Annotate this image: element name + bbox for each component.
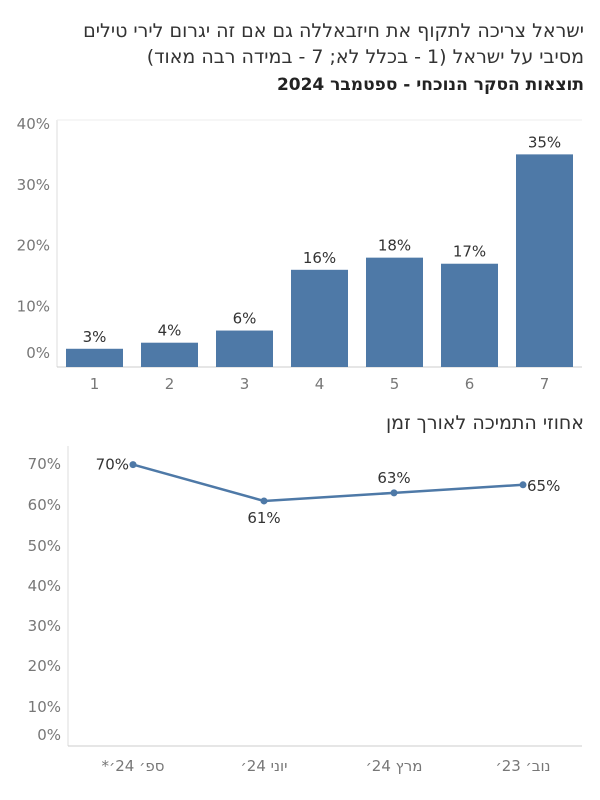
bar-x-tick-label: 3 [240, 375, 250, 393]
line-y-tick-label: 60% [28, 496, 61, 514]
chart-title-line-2: מסיבי על ישראל (1 - בכלל לא; 7 - במידה ר… [146, 46, 584, 68]
line-x-tick-label: מרץ 24׳ [366, 757, 423, 775]
bar-value-label: 6% [233, 310, 257, 328]
bar-value-label: 18% [378, 237, 411, 255]
line-y-tick-label: 70% [28, 455, 61, 473]
chart-title-line-1: ישראל צריכה לתקוף את חיזבאללה גם אם זה י… [83, 20, 584, 42]
bar [216, 330, 273, 367]
line-y-tick-label: 20% [28, 657, 61, 675]
bar [441, 263, 498, 367]
line-chart: 0% 10% 20% 30% 40% 50% 60% 70% 70% ספ׳ 24׳* 61% יונ… [28, 446, 582, 775]
bar-y-tick-label: 20% [17, 237, 50, 255]
bar [366, 257, 423, 367]
chart-header: ישראל צריכה לתקוף את חיזבאללה גם אם זה י… [14, 18, 584, 98]
bar-value-label: 3% [83, 328, 107, 346]
line-x-tick-label: נוב׳ 23׳ [495, 757, 550, 775]
bar-y-tick-label: 10% [17, 297, 50, 315]
line-chart-title: אחוזי התמיכה לאורך זמן [385, 412, 584, 434]
line-y-tick-label: 50% [28, 537, 61, 555]
line-point [260, 497, 268, 505]
bar-x-tick-label: 5 [390, 375, 400, 393]
line-value-label: 65% [527, 477, 560, 495]
bar-chart: 0% 10% 20% 30% 40% 3% 1 4% 2 6% 3 16% 4 18% 5 17% 6 35% 7 [17, 115, 582, 393]
line-series [132, 463, 524, 503]
bar-value-label: 35% [528, 133, 561, 151]
chart-subtitle: תוצאות הסקר הנוכחי - ספטמבר 2024 [276, 75, 584, 95]
line-x-tick-label: ספ׳ 24׳* [102, 757, 165, 775]
bar [291, 269, 348, 367]
line-point [390, 489, 398, 497]
line-y-tick-label: 0% [37, 726, 61, 744]
bar-x-tick-label: 7 [540, 375, 550, 393]
bar-y-tick-label: 40% [17, 115, 50, 133]
bar-x-tick-label: 6 [465, 375, 475, 393]
bar-x-tick-label: 1 [90, 375, 100, 393]
bar [516, 154, 573, 367]
line-y-tick-label: 30% [28, 617, 61, 635]
line-value-label: 63% [377, 469, 410, 487]
bar [141, 342, 198, 367]
line-point [129, 461, 137, 469]
line-value-label: 61% [247, 509, 280, 527]
bar-y-tick-label: 0% [26, 344, 50, 362]
bar-y-tick-label: 30% [17, 176, 50, 194]
line-y-tick-label: 40% [28, 577, 61, 595]
bar-value-label: 17% [453, 243, 486, 261]
bar-value-label: 4% [158, 322, 182, 340]
line-x-tick-label: יוני 24׳ [241, 757, 288, 775]
bar-x-tick-label: 4 [315, 375, 325, 393]
line-point [519, 481, 527, 489]
bar-x-tick-label: 2 [165, 375, 175, 393]
bar-value-label: 16% [303, 249, 336, 267]
bar [66, 348, 123, 367]
line-y-tick-label: 10% [28, 698, 61, 716]
line-value-label: 70% [96, 456, 129, 474]
